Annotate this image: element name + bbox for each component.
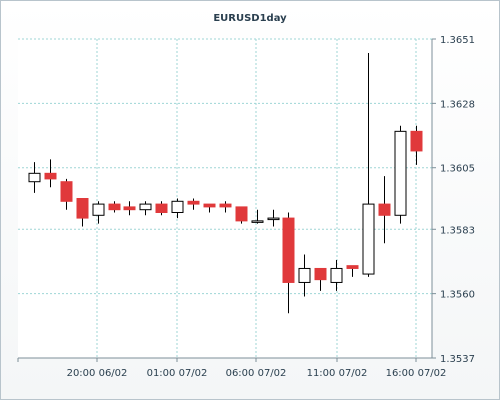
- candle-body: [394, 130, 407, 216]
- candle-body: [219, 203, 232, 208]
- candle: [298, 254, 311, 297]
- candle: [362, 52, 375, 277]
- candle-body: [28, 172, 41, 183]
- y-tick-label: 1.3537: [440, 354, 475, 365]
- y-tick-label: 1.3583: [440, 225, 475, 236]
- candle-body: [267, 217, 280, 221]
- candle: [108, 201, 121, 213]
- x-tick-label: 01:00 07/02: [147, 368, 208, 379]
- candle: [139, 201, 152, 216]
- candle-body: [187, 200, 200, 205]
- candle: [314, 267, 327, 291]
- x-tick-label: 16:00 07/02: [386, 368, 447, 379]
- candle: [203, 203, 216, 213]
- candle-body: [251, 220, 264, 223]
- candle: [394, 125, 407, 224]
- candle-body: [314, 267, 327, 281]
- candle: [155, 201, 168, 216]
- candle: [28, 162, 41, 193]
- candle: [282, 212, 295, 314]
- candles: [28, 52, 423, 314]
- candle-body: [155, 203, 168, 213]
- candle-body: [123, 206, 136, 211]
- candle-body: [298, 267, 311, 283]
- candle: [76, 198, 89, 227]
- candle-body: [378, 203, 391, 216]
- candle: [346, 265, 359, 277]
- y-tick-label: 1.3651: [440, 35, 475, 46]
- candle-body: [203, 203, 216, 208]
- y-tick-label: 1.3605: [440, 164, 475, 175]
- candle-body: [235, 206, 248, 222]
- y-tick-label: 1.3560: [440, 290, 475, 301]
- axes: [17, 38, 436, 362]
- candle-body: [330, 267, 343, 283]
- candle: [123, 201, 136, 216]
- candle: [171, 198, 184, 219]
- y-tick-label: 1.3628: [440, 99, 475, 110]
- candle-body: [282, 217, 295, 283]
- candle: [251, 209, 264, 224]
- chart-title: EURUSD1day: [213, 13, 287, 24]
- candle-body: [346, 265, 359, 269]
- candle: [378, 176, 391, 244]
- candle-body: [44, 172, 57, 180]
- candle: [235, 206, 248, 224]
- candle: [187, 198, 200, 210]
- candle: [267, 209, 280, 227]
- x-tick-label: 11:00 07/02: [307, 368, 368, 379]
- candle: [44, 159, 57, 188]
- candle: [60, 178, 73, 210]
- candle: [410, 125, 423, 165]
- x-tick-label: 20:00 06/02: [67, 368, 128, 379]
- candle-body: [60, 181, 73, 202]
- tick-labels: 1.3537 1.3560 1.3583 1.3605 1.3628 1.3651 20:0…: [67, 35, 475, 379]
- candle: [330, 260, 343, 291]
- candle-body: [171, 200, 184, 213]
- candle-body: [362, 203, 375, 275]
- candle-body: [92, 203, 105, 216]
- candle-body: [139, 203, 152, 211]
- candle-body: [108, 203, 121, 211]
- candle: [219, 201, 232, 213]
- x-tick-label: 06:00 07/02: [226, 368, 287, 379]
- candle-body: [76, 198, 89, 219]
- candle: [92, 201, 105, 224]
- candle-body: [410, 130, 423, 152]
